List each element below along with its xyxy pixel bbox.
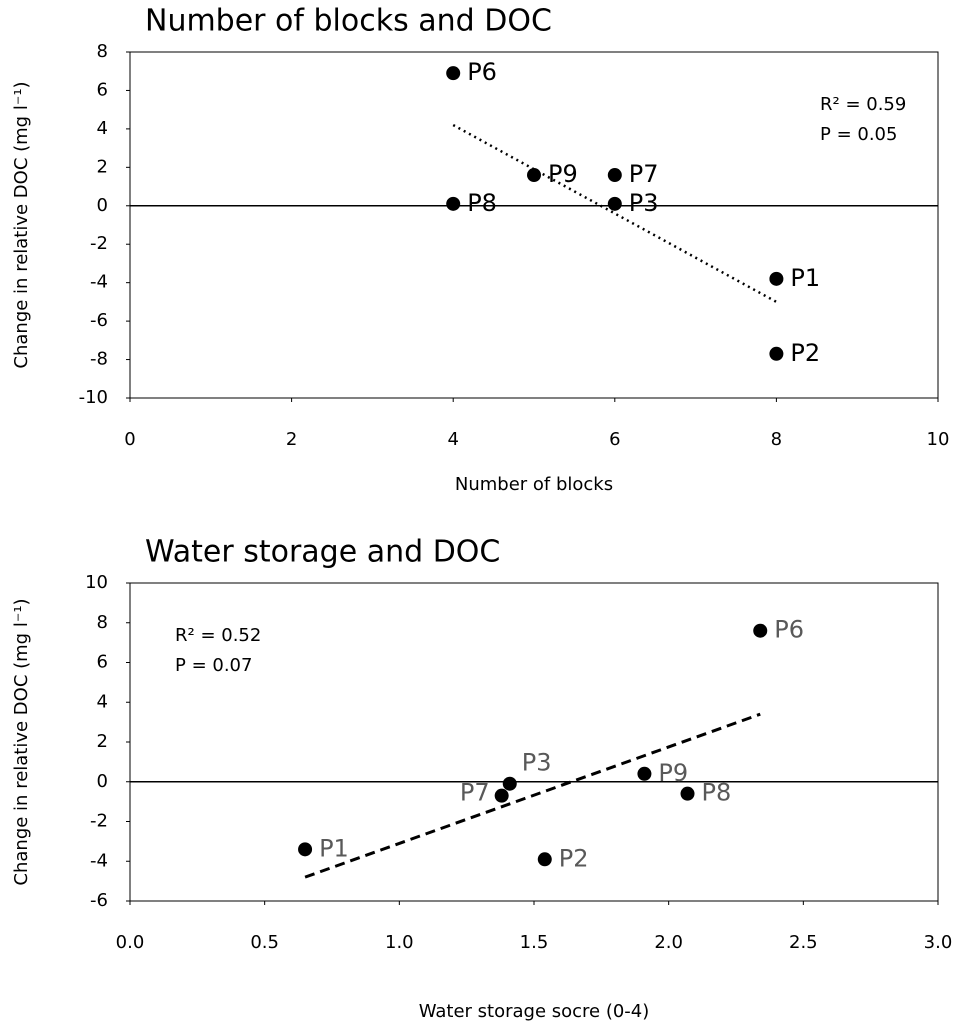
- point: [446, 66, 461, 81]
- y-tick-label: 4: [97, 691, 108, 712]
- point: [502, 776, 517, 791]
- point-label: P6: [467, 58, 497, 86]
- point: [637, 766, 652, 781]
- y-tick-label: -4: [90, 272, 108, 293]
- y-tick-label: 4: [97, 118, 108, 139]
- point-label: P1: [790, 264, 820, 292]
- point-label: P9: [548, 160, 578, 188]
- point-label: P2: [559, 844, 589, 872]
- y-tick-label: -2: [90, 811, 108, 832]
- point-label: P2: [790, 339, 820, 367]
- y-axis-label: Change in relative DOC (mg l⁻¹): [11, 598, 32, 885]
- x-tick-label: 8: [771, 429, 782, 450]
- point: [769, 271, 784, 286]
- y-tick-label: 6: [97, 652, 108, 673]
- y-tick-label: -6: [90, 890, 108, 911]
- plot-frame: [129, 51, 939, 399]
- x-tick-label: 1.0: [385, 932, 414, 953]
- point-label: P7: [460, 779, 490, 807]
- point-label: P8: [467, 189, 497, 217]
- y-tick-label: 8: [97, 41, 108, 62]
- x-tick-label: 1.5: [520, 932, 549, 953]
- point: [298, 842, 313, 857]
- point-label: P8: [702, 779, 732, 807]
- x-tick-label: 6: [609, 429, 620, 450]
- x-tick-label: 10: [927, 429, 950, 450]
- annotation: R² = 0.52: [175, 625, 261, 646]
- trendline: [304, 712, 761, 879]
- point: [680, 786, 695, 801]
- x-tick-label: 2.0: [654, 932, 683, 953]
- y-tick-label: 8: [97, 612, 108, 633]
- y-tick-label: 2: [97, 731, 108, 752]
- point-label: P1: [319, 834, 349, 862]
- annotation: R² = 0.59: [820, 94, 906, 115]
- point: [527, 168, 541, 183]
- point-label: P3: [629, 189, 659, 217]
- x-tick-label: 4: [447, 429, 458, 450]
- x-tick-label: 0: [124, 429, 135, 450]
- point: [753, 623, 768, 638]
- y-tick-label: -2: [90, 233, 108, 254]
- x-tick-label: 2: [286, 429, 297, 450]
- point: [607, 196, 622, 211]
- x-tick-label: 0.0: [116, 932, 145, 953]
- y-tick-label: 6: [97, 79, 108, 100]
- point: [769, 346, 784, 361]
- x-tick-label: 0.5: [250, 932, 279, 953]
- y-tick-label: 10: [85, 572, 108, 593]
- y-axis-label: Change in relative DOC (mg l⁻¹): [11, 81, 32, 368]
- x-tick-label: 2.5: [789, 932, 818, 953]
- point: [607, 168, 622, 183]
- x-tick-label: 3.0: [924, 932, 953, 953]
- y-tick-label: -4: [90, 850, 108, 871]
- point-label: P6: [774, 616, 804, 644]
- x-axis-label: Water storage socre (0-4): [419, 1001, 650, 1022]
- point: [537, 852, 552, 867]
- point: [494, 788, 509, 803]
- chart-title: Water storage and DOC: [145, 535, 500, 570]
- y-tick-label: 2: [97, 156, 108, 177]
- annotation: P = 0.05: [820, 124, 897, 145]
- y-tick-label: -10: [79, 387, 108, 408]
- y-tick-label: 0: [97, 195, 108, 216]
- x-axis-label: Number of blocks: [455, 474, 613, 495]
- point-label: P9: [658, 759, 688, 787]
- y-tick-label: 0: [97, 771, 108, 792]
- point: [446, 196, 461, 211]
- y-tick-label: -6: [90, 310, 108, 331]
- point-label: P7: [629, 160, 659, 188]
- chart-title: Number of blocks and DOC: [145, 4, 552, 39]
- y-tick-label: -8: [90, 349, 108, 370]
- annotation: P = 0.07: [175, 655, 252, 676]
- trendline: [452, 123, 778, 303]
- point-label: P3: [522, 749, 552, 777]
